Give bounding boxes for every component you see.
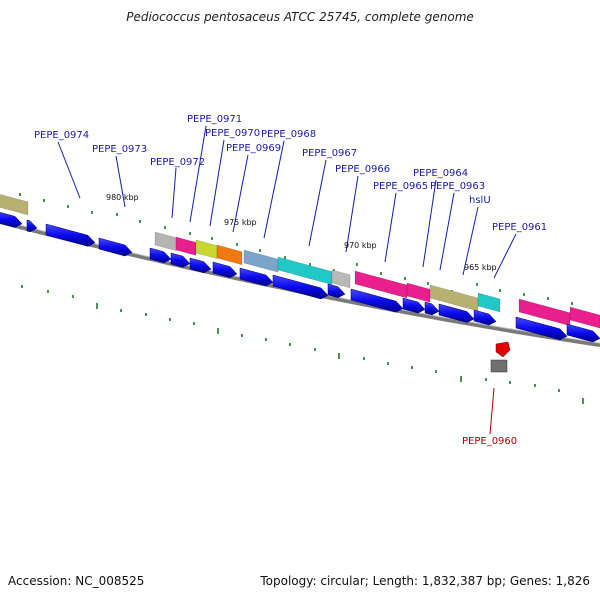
gene-features (0, 194, 600, 329)
leader-line (493, 233, 517, 279)
gene-label: PEPE_0974 (34, 130, 89, 141)
map-title: Pediococcus pentosaceus ATCC 25745, comp… (126, 10, 474, 24)
genome-summary: Topology: circular; Length: 1,832,387 bp… (260, 574, 590, 588)
leader-line (232, 154, 249, 233)
cds-arrow (402, 297, 426, 314)
feature-block (243, 249, 279, 273)
feature-block (277, 256, 333, 285)
leader-line (57, 141, 81, 199)
cds-arrow (424, 301, 440, 316)
feature-block (175, 236, 197, 256)
leader-line (439, 192, 455, 271)
cds-arrow (26, 219, 38, 233)
gene-block-grey (490, 359, 508, 373)
leader-line (171, 167, 177, 219)
feature-block (429, 284, 479, 312)
gene-label: PEPE_0966 (335, 164, 390, 175)
leader-line (422, 179, 437, 268)
cds-arrows (0, 212, 600, 373)
leader-line (345, 175, 359, 253)
gene-label: PEPE_0970 (205, 128, 260, 139)
cds-arrow (98, 237, 133, 257)
gene-label: hslU (469, 195, 491, 206)
cds-arrow (272, 274, 329, 300)
cds-arrow (438, 303, 475, 323)
gene-label: PEPE_0967 (302, 148, 357, 159)
scale-ticks (19, 193, 584, 404)
gene-label: PEPE_0965 (373, 181, 428, 192)
leader-line (209, 139, 225, 227)
feature-block (477, 292, 501, 313)
gene-label: PEPE_0961 (492, 222, 547, 233)
leader-line (189, 125, 207, 223)
gene-label: PEPE_0960 (462, 436, 517, 447)
accession-text: Accession: NC_008525 (8, 574, 145, 588)
feature-block (354, 270, 408, 299)
cds-arrow (149, 247, 172, 264)
scale-label: 965 kbp (464, 263, 497, 272)
leader-line (384, 192, 397, 263)
gene-label: PEPE_0969 (226, 143, 281, 154)
cds-arrow (212, 261, 238, 278)
gene-label: PEPE_0964 (413, 168, 468, 179)
scale-labels: 980 kbp 975 kbp 970 kbp 965 kbp (106, 193, 497, 272)
feature-block (154, 231, 177, 251)
feature-block (569, 306, 600, 329)
label-leaders (57, 125, 517, 435)
feature-block (195, 239, 218, 259)
leader-line (308, 159, 327, 247)
gene-label: PEPE_0968 (261, 129, 316, 140)
cds-arrow (45, 223, 96, 247)
leader-line (115, 155, 126, 208)
cds-arrow (189, 257, 212, 274)
scale-label: 970 kbp (344, 241, 377, 250)
cds-arrow (515, 316, 568, 341)
scale-label: 975 kbp (224, 218, 257, 227)
cds-arrow (327, 283, 346, 298)
feature-block (406, 282, 431, 303)
cds-arrow (350, 288, 404, 313)
gene-label: PEPE_0963 (430, 181, 485, 192)
leader-line (462, 206, 479, 276)
feature-block (216, 244, 243, 266)
gene-label: PEPE_0972 (150, 157, 205, 168)
cds-arrow (0, 212, 23, 228)
cds-arrow (239, 267, 274, 287)
gene-label: PEPE_0971 (187, 114, 242, 125)
gene-label: PEPE_0973 (92, 144, 147, 155)
feature-block (331, 269, 351, 289)
leader-line (263, 140, 285, 239)
cds-arrow (566, 323, 600, 343)
highlight-gene (495, 341, 511, 358)
leader-line (489, 387, 495, 435)
cds-arrow (170, 252, 191, 268)
scale-label: 980 kbp (106, 193, 139, 202)
cds-arrow (473, 309, 497, 326)
feature-block (0, 194, 29, 216)
